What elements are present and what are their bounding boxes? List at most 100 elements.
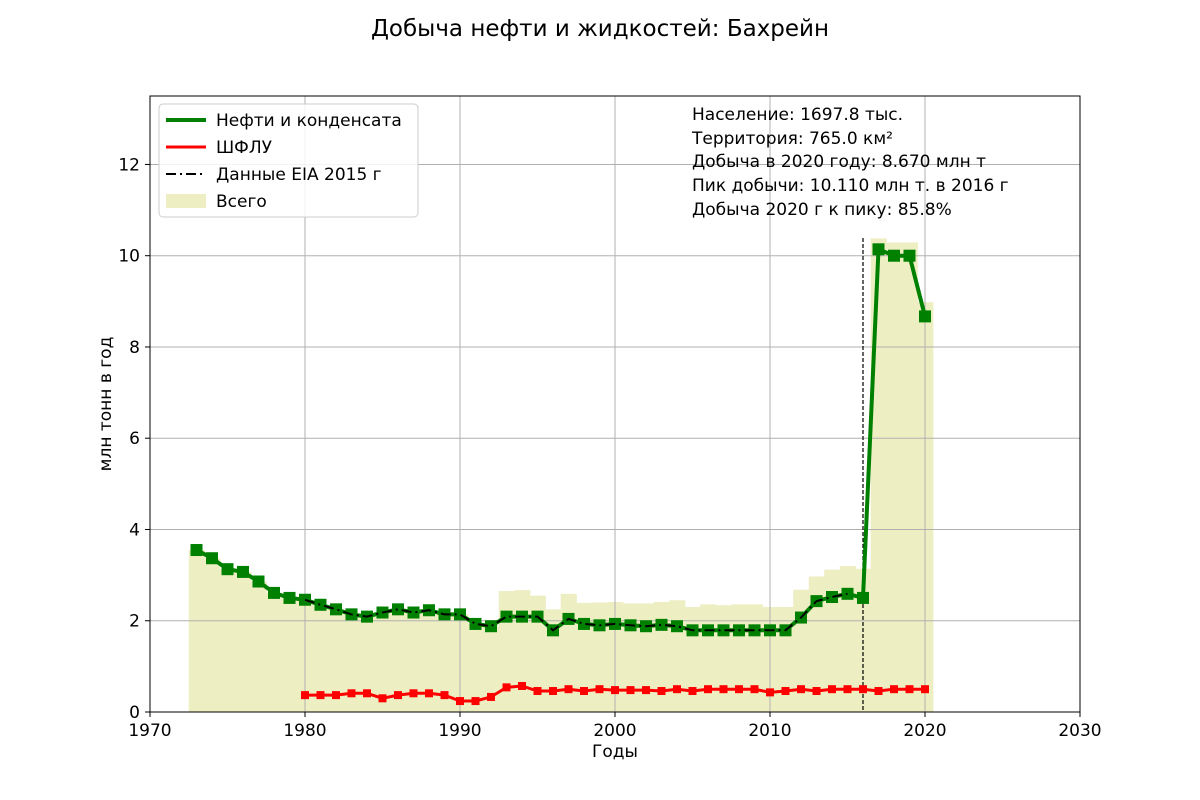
area-bar	[467, 623, 484, 712]
legend-box	[158, 103, 419, 218]
ngl-point	[425, 689, 433, 698]
oil-point	[283, 591, 296, 604]
legend-swatch-total	[166, 194, 206, 208]
oil-point	[268, 586, 280, 599]
legend: Нефти и конденсата ШФЛУ Данные EIA 2015 …	[158, 103, 419, 218]
oil-point	[485, 620, 497, 633]
ngl-point	[750, 685, 759, 694]
ngl-point	[394, 691, 402, 700]
legend-label-eia: Данные EIA 2015 г	[216, 165, 382, 185]
area-bar	[188, 550, 205, 712]
area-bar	[824, 569, 841, 712]
ngl-point	[642, 686, 650, 695]
area-bar	[405, 612, 422, 712]
ngl-point	[347, 689, 356, 698]
oil-point	[252, 575, 265, 588]
y-axis-title: млн тонн в год	[96, 337, 116, 472]
oil-point	[190, 544, 203, 557]
oil-point	[903, 249, 916, 262]
oil-point	[872, 243, 885, 256]
ngl-point	[890, 685, 898, 694]
ngl-point	[456, 697, 464, 706]
ngl-point	[409, 689, 418, 698]
area-bar	[328, 609, 345, 712]
area-bar	[498, 591, 515, 712]
ngl-point	[580, 687, 588, 696]
ngl-point	[363, 689, 371, 698]
oil-point	[221, 563, 234, 576]
legend-label-oil: Нефти и конденсата	[216, 111, 402, 131]
area-bar	[715, 605, 732, 712]
ngl-point	[471, 697, 480, 706]
ngl-point	[766, 688, 774, 697]
ngl-point	[440, 691, 449, 700]
ngl-point	[564, 685, 573, 694]
oil-point	[578, 617, 590, 630]
y-tick-label: 8	[129, 338, 140, 358]
series	[190, 243, 931, 706]
area-bar	[591, 602, 608, 712]
y-tick-label: 0	[129, 703, 140, 723]
area-bar	[793, 589, 810, 712]
oil-point	[826, 591, 838, 604]
area-bar	[886, 242, 903, 712]
oil-point	[392, 603, 404, 616]
ngl-point	[874, 687, 883, 696]
oil-point	[469, 617, 482, 630]
area-bar	[560, 593, 577, 712]
area-bar	[204, 558, 221, 712]
legend-label-ngl: ШФЛУ	[216, 138, 273, 158]
x-tick-label: 1980	[283, 721, 326, 741]
info-block: Население: 1697.8 тыс. Территория: 765.0…	[691, 105, 1009, 220]
oil-point	[919, 310, 931, 323]
ngl-point	[673, 685, 681, 694]
x-tick-label: 1990	[438, 721, 481, 741]
info-peak: Пик добычи: 10.110 млн т. в 2016 г	[692, 176, 1009, 196]
area-bar	[576, 602, 593, 712]
area-bar	[374, 612, 391, 712]
oil-point	[206, 552, 218, 565]
y-tick-label: 6	[129, 429, 140, 449]
ngl-point	[378, 694, 387, 703]
ngl-point	[316, 691, 325, 700]
ngl-point	[611, 686, 619, 695]
area-bar	[359, 616, 376, 712]
y-tick-label: 2	[129, 612, 140, 632]
x-tick-label: 2020	[903, 721, 946, 741]
area-bar	[514, 590, 531, 712]
oil-point	[407, 606, 420, 619]
area-bar	[777, 607, 794, 712]
area-bar	[436, 614, 453, 712]
area-bar	[529, 595, 546, 712]
ngl-point	[301, 691, 309, 700]
x-tick-label: 2000	[593, 721, 636, 741]
ngl-point	[921, 685, 929, 694]
legend-label-total: Всего	[216, 192, 267, 212]
ngl-point	[595, 685, 604, 694]
ngl-point	[735, 685, 743, 694]
area-bar	[390, 609, 407, 712]
ngl-point	[533, 687, 542, 696]
area-bar	[250, 581, 267, 712]
area-bar	[235, 571, 252, 712]
area-bar	[839, 565, 856, 712]
info-population: Население: 1697.8 тыс.	[692, 105, 903, 125]
y-tick-label: 12	[118, 155, 140, 175]
ngl-point	[487, 692, 495, 701]
oil-point	[671, 620, 683, 633]
area-bar	[483, 626, 500, 712]
area-bar	[638, 603, 655, 712]
oil-point	[888, 249, 900, 262]
y-tick-label: 10	[118, 247, 140, 267]
area-bar	[901, 242, 918, 712]
ngl-point	[843, 685, 852, 694]
chart-title: Добыча нефти и жидкостей: Бахрейн	[371, 16, 829, 42]
oil-point	[314, 598, 327, 611]
info-ratio: Добыча 2020 г к пику: 85.8%	[692, 200, 952, 220]
area-bar	[421, 610, 438, 712]
x-tick-label: 2010	[748, 721, 791, 741]
ngl-point	[502, 683, 511, 692]
oil-point	[717, 624, 730, 637]
area-bar	[312, 604, 329, 712]
area-bar	[281, 597, 298, 712]
